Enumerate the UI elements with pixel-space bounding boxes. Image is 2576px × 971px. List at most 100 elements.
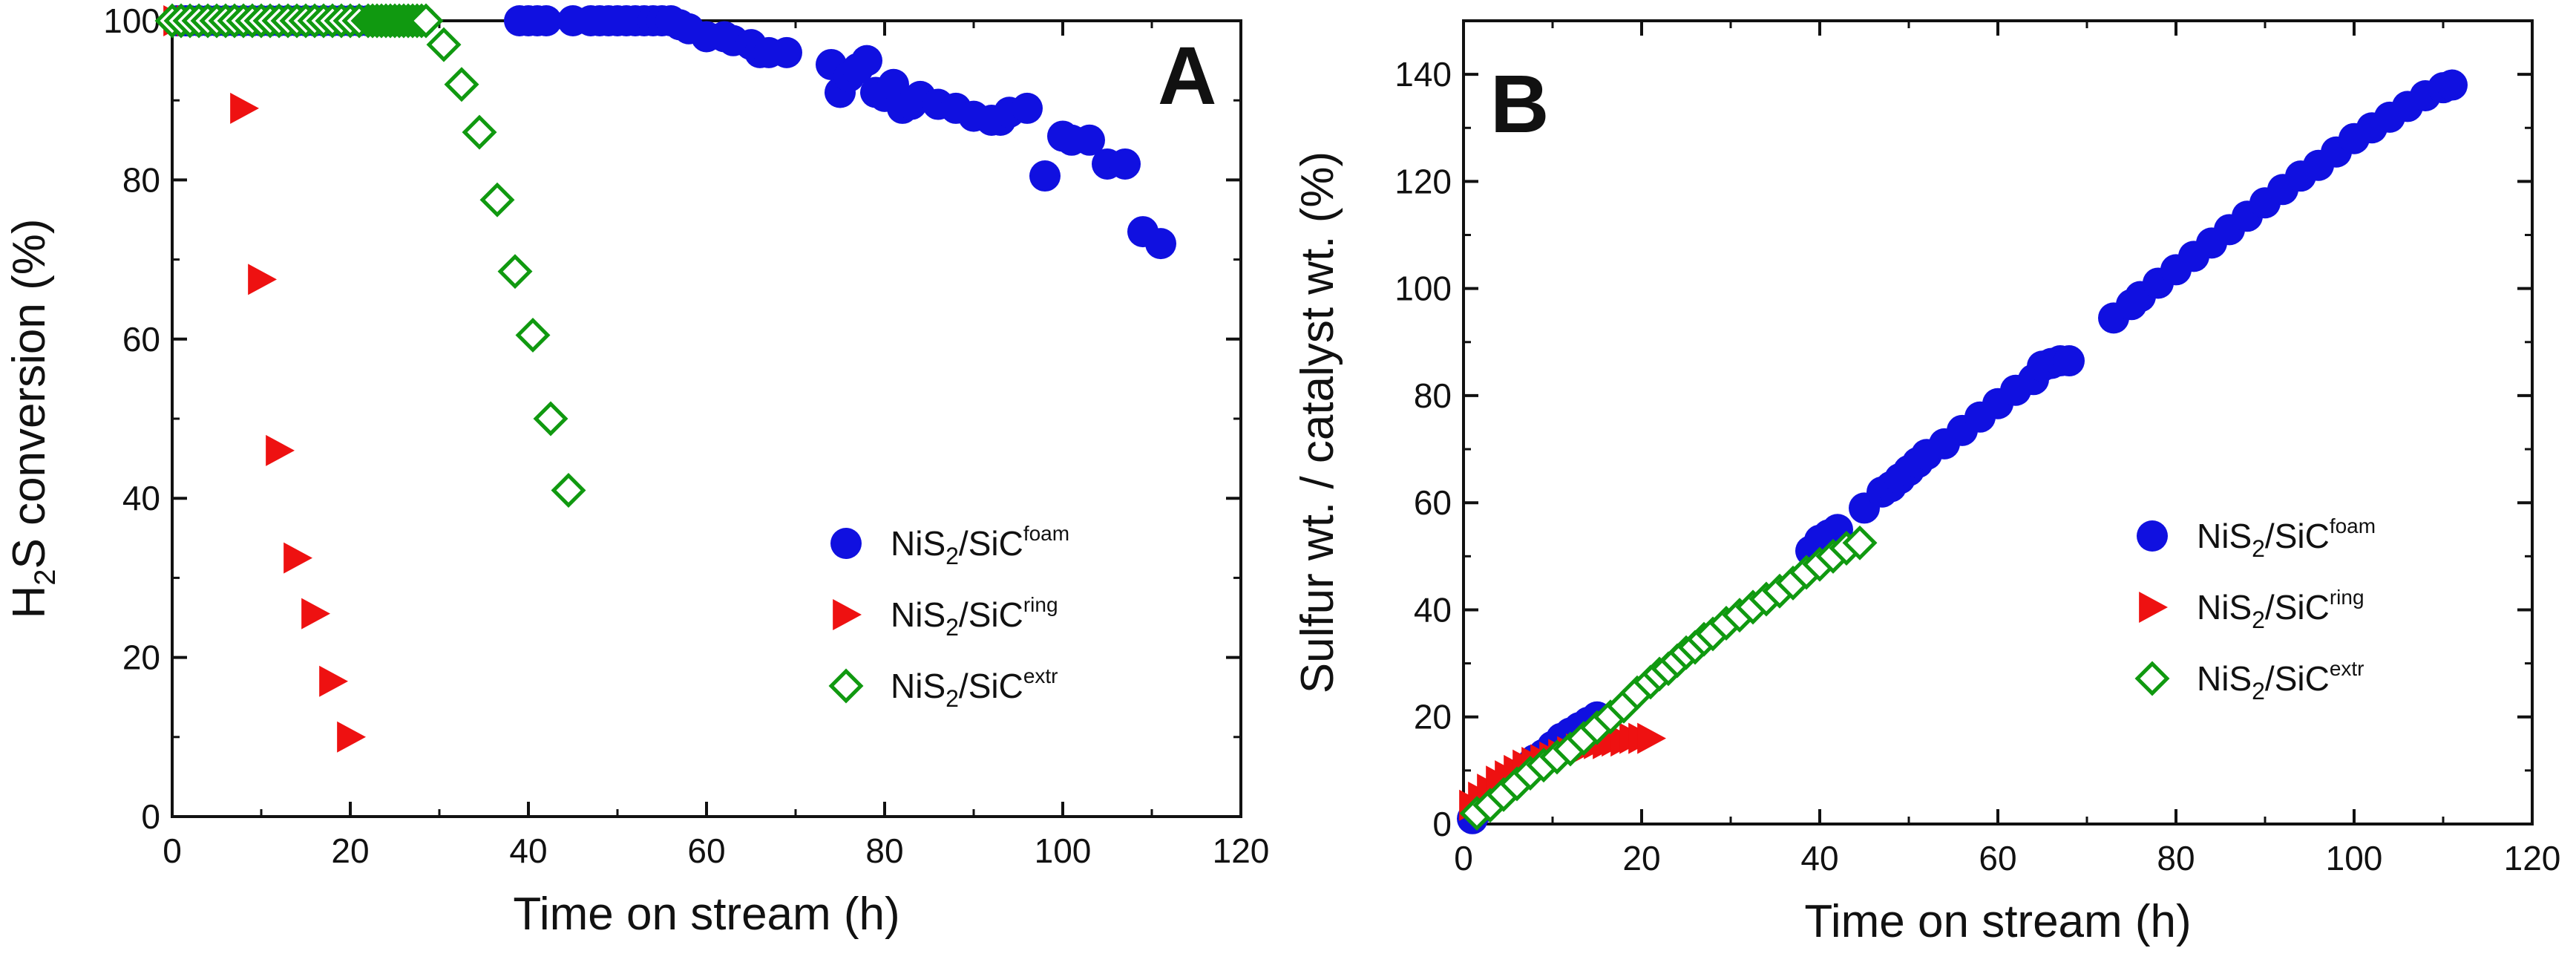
- y-tick-label: 20: [122, 638, 160, 677]
- panel-b: 0 20 40 60 80 100 120 0 20 40 60 80 100 120 140 Time on…: [1292, 19, 2560, 947]
- point-foam: [2436, 69, 2468, 101]
- legend-label-sub: 2: [945, 614, 959, 641]
- y-tick-label: 60: [122, 320, 160, 359]
- y-tick-label: 40: [122, 479, 160, 517]
- point-foam: [878, 68, 909, 100]
- legend-label-mid: /SiC: [959, 667, 1023, 705]
- x-tick-label: 0: [1454, 839, 1473, 877]
- point-ring: [1637, 722, 1666, 754]
- y-tick-label: 140: [1394, 55, 1452, 94]
- legend-label-extr: NiS2/SiCextr: [2197, 657, 2364, 704]
- legend-label-ring: NiS2/SiCring: [891, 593, 1058, 641]
- legend-label-sup: foam: [2330, 514, 2376, 537]
- legend-label-main: NiS: [891, 595, 945, 634]
- legend-label-sup: extr: [1023, 664, 1058, 687]
- series-extr: [154, 3, 586, 508]
- point-extr: [408, 3, 444, 39]
- point-foam: [1029, 160, 1061, 192]
- x-axis-title: Time on stream (h): [1804, 896, 2191, 947]
- x-axis-title: Time on stream (h): [513, 889, 899, 940]
- series-extr: [1459, 525, 1878, 831]
- x-tick-label: 20: [1622, 839, 1660, 877]
- x-tick-label: 60: [687, 831, 725, 870]
- series-ring: [163, 5, 366, 753]
- point-ring: [319, 665, 348, 697]
- data-points: [1457, 69, 2468, 834]
- legend-label-mid: /SiC: [2265, 659, 2330, 698]
- point-extr: [533, 401, 568, 437]
- point-ring: [337, 721, 366, 753]
- point-foam: [1074, 124, 1105, 156]
- y-tick-label: 80: [1414, 376, 1452, 415]
- legend-label-sub: 2: [2252, 535, 2265, 562]
- point-extr: [462, 114, 497, 150]
- x-tick-label: 80: [865, 831, 903, 870]
- x-tick-label: 100: [1035, 831, 1092, 870]
- legend-label-mid: /SiC: [2265, 517, 2330, 555]
- point-foam: [1110, 148, 1141, 180]
- legend-label-foam: NiS2/SiCfoam: [2197, 514, 2376, 562]
- point-extr: [497, 254, 533, 290]
- legend-label-sup: extr: [2330, 657, 2364, 680]
- x-tick-label: 20: [331, 831, 369, 870]
- legend-label-mid: /SiC: [959, 524, 1023, 563]
- y-axis-title-sub: 2: [29, 569, 62, 586]
- point-extr: [515, 317, 551, 353]
- point-ring: [266, 434, 295, 466]
- panel-a: 0 20 40 60 80 100 120 0 20 40 60 80 100 Time on strea…: [4, 1, 1269, 940]
- legend-label-sub: 2: [2252, 607, 2265, 633]
- point-foam: [531, 5, 562, 36]
- legend-label-sub: 2: [945, 685, 959, 712]
- legend-label-mid: /SiC: [2265, 588, 2330, 627]
- x-tick-label: 0: [163, 831, 182, 870]
- point-extr: [551, 472, 586, 508]
- legend-label-sub: 2: [2252, 678, 2265, 704]
- y-tick-label: 120: [1394, 162, 1452, 200]
- legend-marker-foam: [2137, 520, 2168, 552]
- data-points: [154, 3, 1176, 753]
- point-extr: [479, 182, 515, 218]
- y-tick-label: 100: [103, 1, 160, 40]
- y-tick-label: 40: [1414, 590, 1452, 629]
- y-tick-label: 20: [1414, 698, 1452, 736]
- legend-label-main: NiS: [891, 667, 945, 705]
- legend-label-mid: /SiC: [959, 595, 1023, 634]
- y-axis-title-post: S conversion (%): [4, 218, 55, 569]
- point-foam: [2054, 345, 2085, 377]
- point-foam: [851, 45, 882, 76]
- point-ring: [284, 542, 312, 574]
- legend-marker-ring: [833, 599, 862, 630]
- legend-label-extr: NiS2/SiCextr: [891, 664, 1058, 712]
- y-axis-title: Sulfur wt. / catalyst wt. (%): [1292, 151, 1343, 693]
- point-ring: [230, 92, 259, 124]
- y-tick-label: 60: [1414, 483, 1452, 522]
- legend-marker-extr: [2134, 661, 2170, 696]
- point-foam: [1012, 92, 1043, 124]
- point-extr: [444, 67, 479, 102]
- panel-letter: B: [1490, 59, 1549, 150]
- x-tick-label: 40: [1800, 839, 1838, 877]
- legend-label-main: NiS: [2197, 588, 2252, 627]
- point-foam: [1145, 228, 1176, 260]
- point-extr: [1842, 525, 1878, 560]
- point-ring: [248, 264, 277, 295]
- y-axis-title-pre: H: [4, 586, 55, 619]
- point-ring: [301, 598, 330, 630]
- y-tick-label: 100: [1394, 269, 1452, 308]
- point-extr: [426, 27, 462, 62]
- legend-label-ring: NiS2/SiCring: [2197, 586, 2364, 633]
- legend-label-sub: 2: [945, 543, 959, 569]
- x-tick-label: 80: [2157, 839, 2195, 877]
- y-tick-label: 0: [141, 797, 160, 836]
- legend-marker-ring: [2139, 592, 2168, 623]
- y-tick-label: 0: [1432, 805, 1452, 843]
- y-axis-title: H2S conversion (%): [4, 218, 62, 618]
- legend-label-main: NiS: [2197, 659, 2252, 698]
- legend-label-sup: ring: [1023, 593, 1058, 616]
- legend-label-foam: NiS2/SiCfoam: [891, 522, 1069, 569]
- legend-label-main: NiS: [2197, 517, 2252, 555]
- legend-label-sup: foam: [1023, 522, 1069, 545]
